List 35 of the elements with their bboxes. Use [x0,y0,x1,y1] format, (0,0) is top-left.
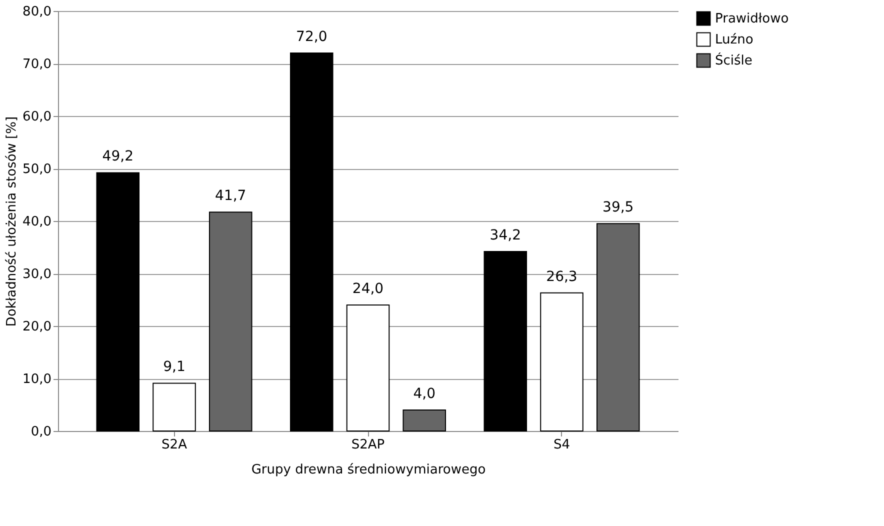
bar [596,223,640,432]
data-label: 39,5 [602,200,634,216]
bar [96,172,140,432]
y-tick-label: 0,0 [30,424,52,440]
x-tick-label: S2AP [351,438,385,452]
data-label: 4,0 [413,386,436,402]
data-label: 72,0 [296,29,328,45]
x-axis-title: Grupy drewna średniowymiarowego [251,462,486,478]
bar [346,304,390,432]
data-label: 49,2 [102,148,134,165]
y-tick-label: 40,0 [22,214,52,230]
y-tick-label: 70,0 [22,57,52,72]
y-tick-label: 80,0 [22,4,52,20]
bar [290,52,334,432]
bar [208,212,252,432]
bar [484,250,528,432]
legend-label: Prawidłowo [715,12,789,26]
y-tick-label: 60,0 [22,110,52,124]
data-label: 24,0 [352,281,384,297]
bar [402,410,446,432]
bar [152,382,196,432]
y-tick-label: 10,0 [22,372,52,387]
data-label: 9,1 [163,359,186,376]
data-label: 34,2 [490,227,521,244]
x-tick-label: S2A [162,438,188,452]
y-tick-label: 30,0 [22,267,52,282]
legend-label: Ściśle [715,52,752,68]
y-tick-label: 50,0 [22,162,52,177]
y-axis-title: Dokładność ułożenia stosów [%] [4,116,20,327]
data-label: 41,7 [215,188,246,204]
data-label: 26,3 [546,268,578,285]
x-tick-label: S4 [553,438,570,452]
bar [540,292,584,432]
legend-label: Luźno [715,32,754,48]
y-tick-label: 20,0 [22,320,52,334]
